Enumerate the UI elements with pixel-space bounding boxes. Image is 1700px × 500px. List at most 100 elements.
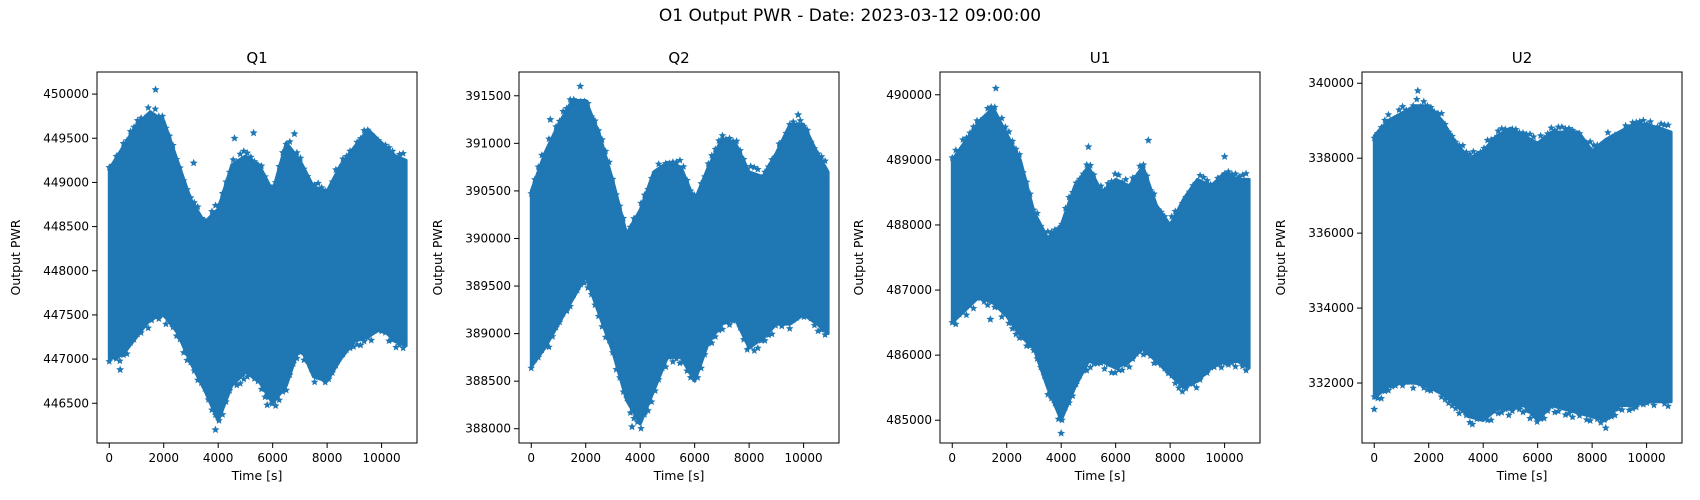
x-tick-label: 6000 bbox=[679, 451, 710, 465]
data-point bbox=[1497, 408, 1506, 416]
data-point bbox=[1160, 212, 1169, 220]
data-point bbox=[777, 321, 786, 330]
data-point bbox=[1047, 394, 1056, 402]
x-tick-label: 0 bbox=[948, 451, 956, 465]
data-point bbox=[215, 200, 223, 209]
data-point bbox=[176, 335, 184, 343]
data-point bbox=[980, 297, 988, 305]
x-tick-label: 0 bbox=[1370, 451, 1378, 465]
data-point bbox=[289, 150, 298, 158]
y-tick-label: 391500 bbox=[465, 89, 511, 103]
data-point bbox=[644, 185, 652, 193]
data-point bbox=[612, 190, 621, 198]
data-point bbox=[225, 168, 234, 176]
data-point bbox=[189, 158, 198, 167]
data-point bbox=[1529, 132, 1538, 141]
data-point bbox=[1487, 135, 1495, 144]
data-point bbox=[158, 112, 167, 120]
data-point bbox=[1065, 398, 1073, 407]
data-point bbox=[324, 186, 333, 194]
data-point bbox=[608, 348, 617, 356]
data-point bbox=[546, 115, 555, 123]
data-point bbox=[1618, 405, 1626, 414]
data-point bbox=[1068, 391, 1077, 400]
data-point bbox=[300, 164, 308, 173]
data-point bbox=[286, 370, 294, 379]
data-point bbox=[1582, 139, 1591, 147]
data-point bbox=[1097, 182, 1105, 190]
data-point bbox=[1213, 174, 1222, 182]
data-point bbox=[1466, 150, 1474, 158]
data-point bbox=[1160, 364, 1169, 372]
data-point bbox=[349, 342, 358, 350]
data-point bbox=[1476, 148, 1485, 156]
data-point bbox=[584, 99, 592, 107]
data-point bbox=[144, 103, 152, 111]
data-point bbox=[130, 123, 138, 131]
data-point bbox=[644, 406, 652, 414]
data-point bbox=[1458, 404, 1467, 412]
data-point bbox=[1575, 411, 1584, 419]
data-point bbox=[983, 104, 992, 112]
data-point bbox=[1033, 354, 1042, 362]
data-point bbox=[527, 189, 536, 197]
data-point bbox=[1427, 386, 1435, 394]
data-point bbox=[1143, 172, 1151, 180]
data-band bbox=[1372, 104, 1673, 422]
data-point bbox=[204, 395, 213, 403]
scatter-points bbox=[527, 82, 830, 432]
x-tick-label: 8000 bbox=[312, 451, 343, 465]
data-point bbox=[1084, 142, 1093, 151]
y-tick-label: 447500 bbox=[43, 308, 89, 322]
data-point bbox=[275, 396, 283, 404]
data-band bbox=[107, 110, 408, 423]
data-point bbox=[1220, 152, 1229, 161]
data-point bbox=[559, 309, 567, 317]
data-point bbox=[718, 131, 727, 139]
data-point bbox=[722, 316, 730, 325]
data-point bbox=[105, 357, 114, 365]
data-point bbox=[1072, 380, 1080, 388]
data-point bbox=[1221, 169, 1229, 177]
data-point bbox=[179, 176, 188, 184]
data-point bbox=[1129, 354, 1137, 363]
x-tick-label: 4000 bbox=[203, 451, 234, 465]
data-point bbox=[647, 397, 656, 406]
data-point bbox=[591, 300, 599, 309]
data-point bbox=[994, 303, 1003, 311]
data-point bbox=[1405, 377, 1414, 386]
subplot-q1: 0 2000 4000 6000 8000 10000 446500 447000 447500… bbox=[8, 49, 418, 483]
data-point bbox=[1104, 360, 1112, 368]
data-point bbox=[1019, 168, 1027, 176]
data-point bbox=[1086, 161, 1095, 169]
data-point bbox=[594, 126, 603, 134]
data-point bbox=[1057, 429, 1066, 437]
data-point bbox=[1600, 138, 1609, 147]
data-point bbox=[951, 320, 960, 328]
data-point bbox=[1554, 407, 1563, 415]
data-point bbox=[559, 107, 567, 115]
data-point bbox=[339, 350, 347, 358]
data-point bbox=[230, 134, 239, 142]
data-point bbox=[1543, 406, 1552, 415]
data-point bbox=[821, 156, 829, 165]
data-point bbox=[969, 304, 978, 312]
data-point bbox=[1448, 132, 1456, 140]
data-point bbox=[1597, 141, 1605, 149]
data-point bbox=[1515, 405, 1524, 413]
data-point bbox=[1125, 182, 1134, 191]
data-point bbox=[1061, 403, 1070, 411]
data-point bbox=[1600, 416, 1609, 424]
data-point bbox=[725, 320, 734, 329]
data-point bbox=[800, 313, 808, 321]
x-tick-label: 10000 bbox=[1206, 451, 1244, 465]
data-point bbox=[697, 179, 705, 187]
data-point bbox=[700, 350, 709, 358]
x-tick-label: 6000 bbox=[1522, 451, 1553, 465]
data-point bbox=[1384, 386, 1393, 394]
data-point bbox=[969, 122, 978, 131]
data-point bbox=[743, 164, 752, 173]
data-point bbox=[527, 364, 536, 372]
data-point bbox=[976, 294, 985, 302]
